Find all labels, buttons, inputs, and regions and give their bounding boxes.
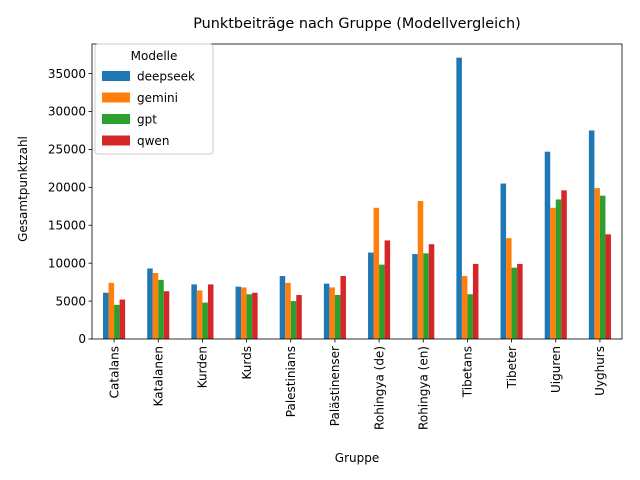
x-tick-label-7: Rohingya (en) [417, 346, 431, 430]
y-tick-label-6: 30000 [48, 105, 86, 119]
bar-qwen-0 [119, 299, 126, 339]
bar-qwen-10 [561, 190, 567, 339]
x-axis-title: Gruppe [335, 451, 379, 465]
x-tick-label-0: Catalans [107, 346, 121, 398]
y-axis-title: Gesamtpunktzahl [16, 136, 30, 242]
bar-qwen-3 [252, 292, 258, 339]
bar-qwen-7 [428, 244, 435, 339]
bar-gpt-11 [599, 195, 606, 339]
bar-qwen-1 [163, 291, 170, 339]
bar-gemini-3 [241, 287, 247, 339]
bar-deepseek-5 [323, 283, 330, 339]
bar-gemini-8 [461, 276, 468, 339]
legend-swatch-gpt [102, 114, 130, 124]
bar-gpt-9 [511, 267, 518, 339]
bar-qwen-11 [605, 234, 611, 339]
bar-deepseek-0 [103, 292, 109, 339]
y-tick-label-0: 0 [78, 332, 86, 346]
x-tick-label-11: Uyghurs [593, 346, 607, 396]
bar-deepseek-7 [412, 254, 418, 339]
bar-deepseek-6 [368, 252, 374, 339]
legend-label-gemini: gemini [137, 91, 178, 105]
bar-qwen-4 [296, 295, 302, 339]
y-tick-label-3: 15000 [48, 218, 86, 232]
y-tick-label-4: 20000 [48, 181, 86, 195]
legend-label-gpt: gpt [137, 113, 157, 127]
bar-deepseek-9 [500, 183, 507, 339]
y-tick-label-7: 35000 [48, 67, 86, 81]
x-tick-label-8: Tibetans [461, 346, 475, 398]
bar-gemini-2 [196, 290, 203, 339]
x-tick-label-10: Uiguren [549, 346, 563, 393]
x-tick-label-5: Palästinenser [328, 346, 342, 426]
bar-gemini-6 [373, 207, 380, 339]
legend-swatch-gemini [102, 92, 130, 103]
x-tick-label-9: Tibeter [505, 346, 519, 389]
bar-deepseek-3 [235, 286, 242, 339]
bar-gpt-6 [379, 264, 385, 339]
x-tick-label-4: Palestinians [284, 346, 298, 417]
legend-swatch-deepseek [102, 71, 130, 81]
bar-gpt-5 [334, 295, 341, 339]
legend-swatch-qwen [102, 135, 130, 146]
chart-title: Punktbeiträge nach Gruppe (Modellverglei… [193, 16, 521, 32]
bar-gemini-11 [594, 188, 600, 339]
bar-gpt-8 [467, 294, 473, 339]
bar-deepseek-4 [279, 276, 286, 339]
legend-title: Modelle [131, 49, 178, 63]
bar-gpt-1 [158, 279, 164, 339]
bar-deepseek-1 [147, 268, 153, 339]
bar-deepseek-10 [544, 151, 551, 339]
plot-area: 0 5000 10000 15000 20000 25000 30000 35000 Catal… [48, 43, 623, 430]
bar-qwen-9 [517, 263, 523, 339]
bar-qwen-5 [340, 276, 346, 339]
bar-gemini-1 [152, 273, 159, 339]
legend: Modelle deepseek gemini gpt qwen [94, 43, 214, 155]
bar-qwen-2 [207, 284, 214, 339]
x-tick-label-1: Katalanen [152, 346, 166, 406]
bar-gemini-0 [108, 282, 115, 339]
y-tick-label-2: 10000 [48, 256, 86, 270]
bar-gpt-0 [114, 304, 120, 339]
x-tick-label-3: Kurds [240, 346, 254, 379]
y-tick-label-1: 5000 [55, 294, 86, 308]
plot-frame [91, 43, 623, 340]
legend-label-deepseek: deepseek [137, 70, 195, 84]
bar-gemini-10 [550, 207, 556, 339]
bar-deepseek-11 [588, 130, 595, 339]
bar-deepseek-8 [456, 57, 462, 340]
bar-gemini-5 [329, 287, 335, 339]
bar-gemini-4 [285, 282, 291, 339]
bar-gpt-10 [555, 199, 562, 339]
x-tick-label-6: Rohingya (de) [372, 346, 386, 430]
bar-gemini-9 [506, 238, 512, 339]
bar-qwen-6 [384, 240, 391, 339]
bar-qwen-8 [472, 263, 479, 339]
y-tick-label-5: 25000 [48, 143, 86, 157]
bar-gemini-7 [417, 200, 424, 339]
legend-label-qwen: qwen [137, 134, 169, 148]
bar-gpt-7 [423, 253, 429, 339]
bar-gpt-4 [290, 301, 297, 339]
x-tick-label-2: Kurden [196, 346, 210, 388]
bar-gpt-2 [202, 302, 208, 339]
bar-deepseek-2 [191, 284, 197, 339]
bar-gpt-3 [246, 294, 253, 339]
